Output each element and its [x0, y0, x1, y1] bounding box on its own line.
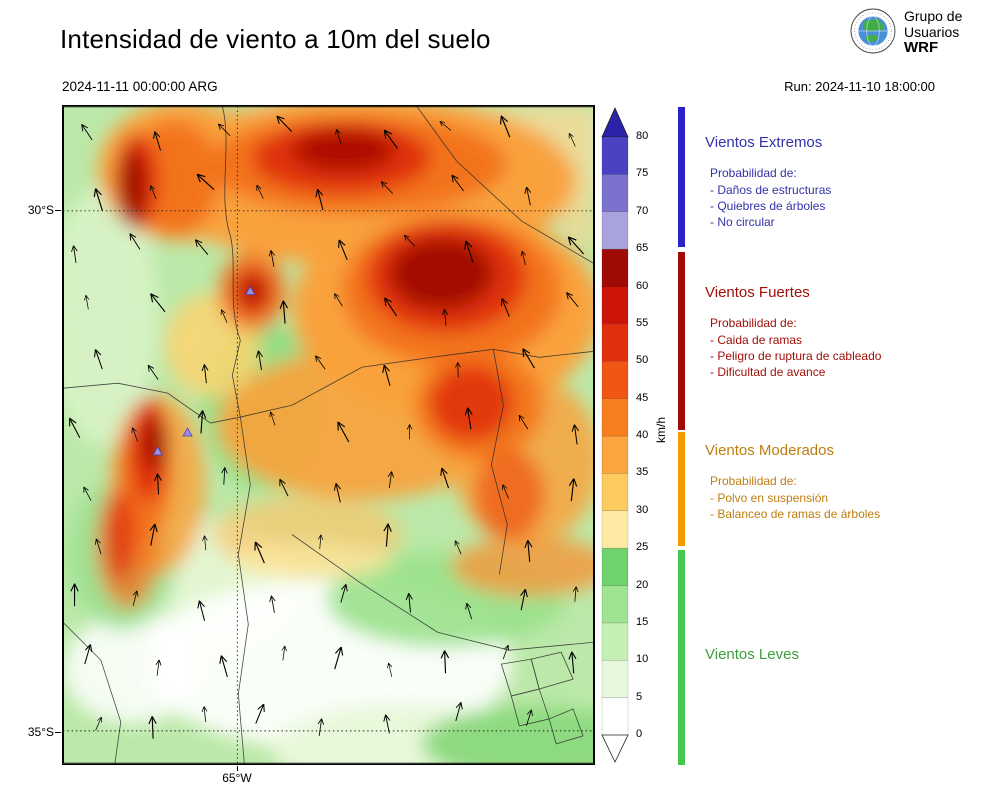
colorbar-tick-labels: 0 5 10 15 20 25 30 35 40 45 50 55 60 65 70 75 80 — [636, 105, 664, 765]
lon-label-65w: 65°W — [222, 771, 252, 785]
legend-section-fuertes: Vientos Fuertes Probabilidad de: - Caida… — [705, 284, 995, 380]
wind-direction-arrows — [68, 115, 585, 739]
lat-label-35s: 35°S — [27, 725, 54, 739]
colorbar-tick-label: 15 — [636, 615, 649, 628]
extreme-wind-marks — [152, 285, 256, 456]
legend-category-strip — [678, 0, 685, 800]
colorbar-tick-label: 75 — [636, 167, 649, 180]
lat-tickmark — [55, 210, 61, 211]
legend-item: - Quiebres de árboles — [710, 199, 826, 213]
lon-tickmark — [237, 766, 238, 771]
colorbar-tick-label: 10 — [636, 653, 649, 666]
legend-strip-segment — [678, 252, 685, 430]
logo-line-2: Usuarios — [904, 24, 960, 40]
colorbar-unit-label: km/h — [654, 417, 668, 444]
province-boundaries — [63, 106, 594, 764]
legend-title: Vientos Extremos — [705, 134, 823, 151]
legend-subtitle: Probabilidad de: — [710, 316, 797, 330]
legend-title: Vientos Leves — [705, 646, 799, 663]
colorbar-tick-label: 45 — [636, 391, 649, 404]
legend-item: - Daños de estructuras — [710, 183, 832, 197]
legend-item: - Peligro de ruptura de cableado — [710, 349, 882, 363]
colorbar-tick-label: 40 — [636, 429, 649, 441]
legend-title: Vientos Fuertes — [705, 284, 810, 301]
legend-title: Vientos Moderados — [705, 442, 834, 459]
colorbar-tick-label: 55 — [636, 316, 649, 329]
legend-section-leves: Vientos Leves — [705, 646, 995, 678]
wrf-users-group-logo: Grupo de Usuarios WRF — [850, 8, 962, 56]
legend-item: - Balanceo de ramas de árboles — [710, 507, 881, 521]
wind-intensity-map — [62, 105, 595, 765]
logo-line-wrf: WRF — [904, 39, 939, 56]
legend-strip-segment — [678, 550, 685, 765]
lat-tickmark — [55, 732, 61, 733]
legend-item: - No circular — [710, 215, 775, 229]
lat-label-30s: 30°S — [27, 203, 54, 217]
legend-strip-segment — [678, 432, 685, 546]
colorbar-tick-label: 25 — [636, 541, 649, 554]
colorbar-tick-label: 80 — [636, 130, 649, 142]
model-run-label: Run: 2024-11-10 18:00:00 — [784, 79, 935, 94]
legend-item: - Polvo en suspensión — [710, 491, 829, 505]
colorbar-graphic — [601, 107, 629, 763]
colorbar-tick-label: 50 — [636, 354, 649, 367]
colorbar-tick-label: 30 — [636, 503, 649, 516]
legend-section-moderados: Vientos Moderados Probabilidad de: - Pol… — [705, 442, 995, 522]
wind-speed-shading — [63, 106, 594, 764]
colorbar-tick-label: 5 — [636, 690, 643, 703]
legend-section-extremos: Vientos Extremos Probabilidad de: - Daño… — [705, 134, 995, 230]
colorbar-tick-label: 65 — [636, 242, 649, 255]
page-title: Intensidad de viento a 10m del suelo — [60, 24, 491, 54]
legend-strip-segment — [678, 107, 685, 247]
globe-icon — [850, 8, 896, 54]
wind-speed-colorbar — [600, 105, 632, 765]
colorbar-tick-label: 35 — [636, 466, 649, 479]
legend-subtitle: Probabilidad de: — [710, 474, 797, 488]
colorbar-tick-label: 0 — [636, 728, 643, 740]
colorbar-tick-label: 60 — [636, 279, 649, 292]
colorbar-tick-label: 70 — [636, 204, 649, 217]
legend-item: - Caida de ramas — [710, 333, 803, 347]
legend-subtitle: Probabilidad de: — [710, 166, 797, 180]
logo-text: Grupo de Usuarios WRF — [904, 8, 962, 56]
logo-line-1: Grupo de — [904, 8, 963, 24]
legend-item: - Dificultad de avance — [710, 365, 826, 379]
valid-time-label: 2024-11-11 00:00:00 ARG — [62, 79, 218, 94]
graticule-lines — [63, 106, 594, 764]
wind-field-graphic — [63, 106, 594, 764]
colorbar-tick-label: 20 — [636, 578, 649, 591]
